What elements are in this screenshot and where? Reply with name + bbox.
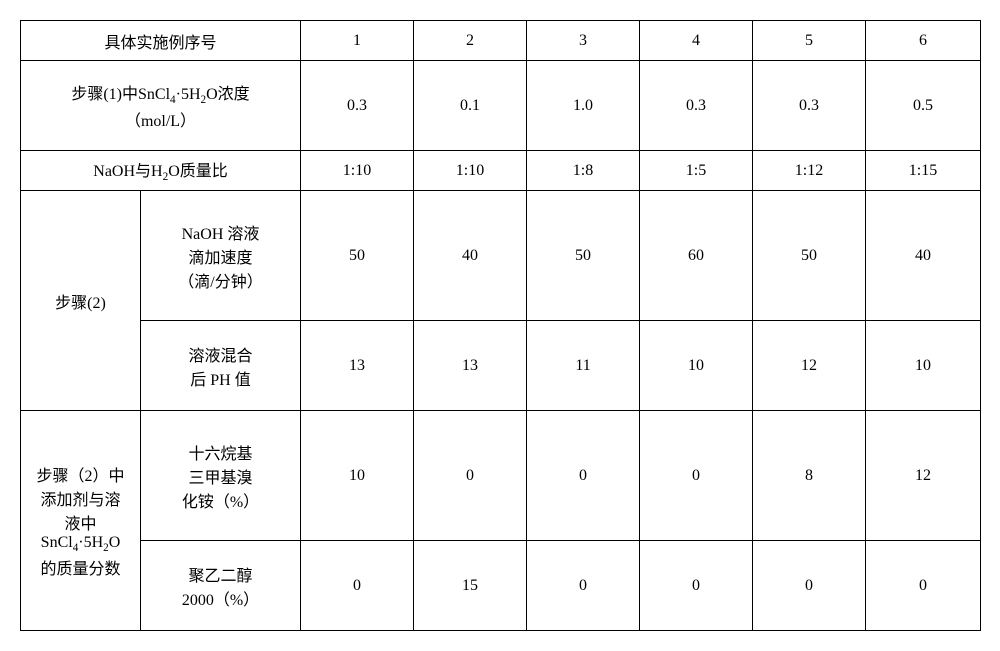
cell: 12: [753, 321, 866, 411]
table-row: 聚乙二醇 2000（%） 0 15 0 0 0 0: [21, 541, 981, 631]
col-header: 4: [640, 21, 753, 61]
label-text: NaOH与H: [93, 163, 162, 180]
cell: 1:12: [753, 151, 866, 191]
label-text: 化铵（%）: [182, 494, 259, 511]
label-text: ·5H: [176, 86, 201, 103]
label-text: 2000（%）: [182, 592, 259, 609]
cell: 10: [301, 411, 414, 541]
cell: 0: [753, 541, 866, 631]
cell: 50: [753, 191, 866, 321]
row-label: 十六烷基 三甲基溴 化铵（%）: [141, 411, 301, 541]
label-text: O浓度: [206, 86, 250, 103]
label-text: （滴/分钟）: [178, 274, 262, 291]
cell: 15: [414, 541, 527, 631]
cell: 0.3: [640, 61, 753, 151]
cell: 8: [753, 411, 866, 541]
cell: 0: [640, 411, 753, 541]
label-text: 聚乙二醇: [189, 568, 253, 585]
label-text: O: [109, 534, 121, 551]
label-text: （mol/L）: [125, 113, 196, 130]
row-label: NaOH与H2O质量比: [21, 151, 301, 191]
cell: 10: [640, 321, 753, 411]
table-row: 溶液混合 后 PH 值 13 13 11 10 12 10: [21, 321, 981, 411]
label-text: 添加剂与溶: [40, 492, 120, 509]
label-text: 的质量分数: [40, 561, 120, 578]
row-label: 步骤(1)中SnCl4·5H2O浓度 （mol/L）: [21, 61, 301, 151]
cell: 0.5: [866, 61, 981, 151]
cell: 0: [527, 541, 640, 631]
table-row: 具体实施例序号 1 2 3 4 5 6: [21, 21, 981, 61]
col-header: 6: [866, 21, 981, 61]
label-text: 步骤（2）中: [36, 468, 124, 485]
col-header: 1: [301, 21, 414, 61]
cell: 0: [301, 541, 414, 631]
row-label: 聚乙二醇 2000（%）: [141, 541, 301, 631]
table-row: NaOH与H2O质量比 1:10 1:10 1:8 1:5 1:12 1:15: [21, 151, 981, 191]
cell: 12: [866, 411, 981, 541]
cell: 1.0: [527, 61, 640, 151]
cell: 0: [527, 411, 640, 541]
cell: 40: [866, 191, 981, 321]
label-text: SnCl: [41, 534, 73, 551]
cell: 13: [301, 321, 414, 411]
cell: 40: [414, 191, 527, 321]
cell: 10: [866, 321, 981, 411]
cell: 0.1: [414, 61, 527, 151]
cell: 11: [527, 321, 640, 411]
label-text: 溶液混合: [189, 348, 253, 365]
cell: 1:8: [527, 151, 640, 191]
table-row: 步骤（2）中 添加剂与溶 液中 SnCl4·5H2O 的质量分数 十六烷基 三甲…: [21, 411, 981, 541]
cell: 0: [414, 411, 527, 541]
cell: 1:5: [640, 151, 753, 191]
label-text: 后 PH 值: [190, 372, 250, 389]
cell: 1:10: [301, 151, 414, 191]
cell: 0.3: [753, 61, 866, 151]
col-header: 5: [753, 21, 866, 61]
additive-label: 步骤（2）中 添加剂与溶 液中 SnCl4·5H2O 的质量分数: [21, 411, 141, 631]
label-text: 三甲基溴: [189, 470, 253, 487]
label-text: O质量比: [168, 163, 228, 180]
step2-label: 步骤(2): [21, 191, 141, 411]
cell: 1:15: [866, 151, 981, 191]
table-row: 步骤(2) NaOH 溶液 滴加速度 （滴/分钟） 50 40 50 60 50…: [21, 191, 981, 321]
header-label: 具体实施例序号: [21, 21, 301, 61]
col-header: 2: [414, 21, 527, 61]
cell: 1:10: [414, 151, 527, 191]
data-table: 具体实施例序号 1 2 3 4 5 6 步骤(1)中SnCl4·5H2O浓度 （…: [20, 20, 981, 631]
row-label: 溶液混合 后 PH 值: [141, 321, 301, 411]
label-text: NaOH 溶液: [182, 226, 260, 243]
col-header: 3: [527, 21, 640, 61]
label-text: 滴加速度: [189, 250, 253, 267]
cell: 13: [414, 321, 527, 411]
table-row: 步骤(1)中SnCl4·5H2O浓度 （mol/L） 0.3 0.1 1.0 0…: [21, 61, 981, 151]
cell: 0: [866, 541, 981, 631]
row-label: NaOH 溶液 滴加速度 （滴/分钟）: [141, 191, 301, 321]
cell: 50: [527, 191, 640, 321]
label-text: 液中: [64, 516, 96, 533]
label-text: 十六烷基: [189, 446, 253, 463]
label-text: ·5H: [78, 534, 103, 551]
cell: 0: [640, 541, 753, 631]
cell: 50: [301, 191, 414, 321]
cell: 0.3: [301, 61, 414, 151]
label-text: 步骤(1)中SnCl: [71, 86, 170, 103]
cell: 60: [640, 191, 753, 321]
